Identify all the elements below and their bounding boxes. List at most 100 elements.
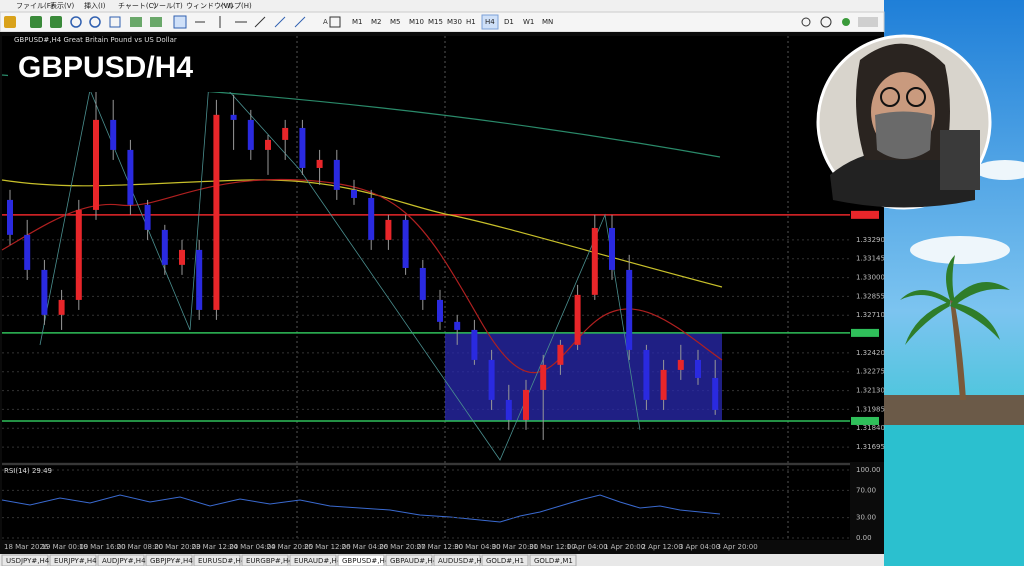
- tab-label[interactable]: AUDJPY#,H4: [102, 557, 146, 565]
- zigzag: [39, 69, 641, 461]
- candle-body: [557, 344, 564, 365]
- candle-body: [402, 219, 409, 268]
- timeframe-button[interactable]: M5: [390, 18, 401, 26]
- time-label: 1 Apr 04:00: [567, 543, 608, 551]
- tab[interactable]: [481, 554, 529, 566]
- tab-label[interactable]: AUDUSD#,H4: [438, 557, 487, 565]
- timeframe-button[interactable]: M1: [352, 18, 363, 26]
- time-label: 3 Apr 04:00: [679, 543, 720, 551]
- menu-item[interactable]: ツール(T): [152, 2, 183, 10]
- tab-label[interactable]: GBPUSD#,H4: [342, 557, 390, 565]
- tab[interactable]: [433, 554, 481, 566]
- toolbar-icons: A: [4, 15, 878, 29]
- tab-label[interactable]: EURJPY#,H4: [54, 557, 97, 565]
- active-tab[interactable]: [337, 554, 385, 566]
- candle-body: [505, 399, 512, 420]
- price-tick-label: 1.32855: [856, 292, 885, 300]
- timeframe-button[interactable]: M2: [371, 18, 382, 26]
- overlay-box: [8, 44, 258, 92]
- tab-label[interactable]: GBPJPY#,H4: [150, 557, 193, 565]
- candle-body: [574, 294, 581, 345]
- price-tick-label: 1.31985: [856, 405, 885, 413]
- menu-item[interactable]: 表示(V): [50, 1, 75, 10]
- timeframe-button[interactable]: M30: [447, 18, 462, 26]
- timeframe-button[interactable]: D1: [504, 18, 514, 26]
- rsi-tick-label: 100.00: [856, 466, 881, 474]
- tab[interactable]: [97, 554, 145, 566]
- candle-body: [695, 359, 701, 378]
- candle-body: [488, 359, 495, 400]
- tab[interactable]: [529, 554, 577, 566]
- tab-label[interactable]: USDJPY#,H4: [6, 557, 50, 565]
- tab-label[interactable]: EURGBP#,H4: [246, 557, 293, 565]
- sea: [884, 425, 1024, 566]
- rsi-label: RSI(14) 29.49: [4, 467, 52, 475]
- tab[interactable]: [385, 554, 433, 566]
- time-label: 27 Mar 12:00: [417, 543, 464, 551]
- timeframes: M1 M2 M5 M10 M15 M30 H1 H4 D1 W1 MN: [352, 14, 553, 30]
- menu-item[interactable]: ファイル(F): [16, 2, 54, 10]
- time-label: 20 Mar 08:00: [117, 543, 164, 551]
- vertical-separators: [296, 36, 789, 540]
- tab[interactable]: [49, 554, 97, 566]
- tab-label[interactable]: GOLD#,H1: [486, 557, 524, 565]
- candle-body: [75, 209, 82, 300]
- time-label: 31 Mar 12:00: [529, 543, 576, 551]
- candle-body: [213, 114, 220, 310]
- price-tick-label: 1.32420: [856, 349, 885, 357]
- timeframe-button[interactable]: W1: [523, 18, 534, 26]
- candle-body: [196, 249, 203, 310]
- svg-text:A: A: [323, 18, 328, 26]
- menu: ファイル(F)表示(V) 挿入(I) チャート(C)ツール(T) ウィンドウ(W)ヘル…: [16, 1, 252, 10]
- time-label: 24 Mar 04:00: [229, 543, 276, 551]
- timeframe-button[interactable]: H1: [466, 18, 476, 26]
- menu-item[interactable]: ヘルプ(H): [220, 2, 252, 10]
- timeframe-button[interactable]: H4: [485, 18, 495, 26]
- level-marker: [851, 210, 879, 219]
- tab[interactable]: [289, 554, 337, 566]
- tab[interactable]: [193, 554, 241, 566]
- tab-label[interactable]: GOLD#,M1: [534, 557, 573, 565]
- timeframe-button[interactable]: M10: [409, 18, 424, 26]
- tab[interactable]: [145, 554, 193, 566]
- menu-item[interactable]: チャート(C): [118, 2, 157, 10]
- candle-body: [540, 364, 547, 390]
- candle-body: [316, 159, 323, 168]
- tab[interactable]: [241, 554, 289, 566]
- menu-item[interactable]: ウィンドウ(W): [186, 2, 234, 10]
- price-tick-label: 1.32275: [856, 368, 885, 376]
- candle-body: [41, 269, 48, 315]
- time-label: 26 Mar 04:00: [342, 543, 389, 551]
- timeframe-button[interactable]: M15: [428, 18, 443, 26]
- time-label: 26 Mar 20:00: [379, 543, 426, 551]
- tab-label[interactable]: EURAUD#,H4: [294, 557, 342, 565]
- candle-body: [419, 267, 426, 300]
- candle-body: [127, 149, 134, 205]
- candle-body: [523, 389, 529, 420]
- rsi-pane: [2, 466, 850, 540]
- price-tick-label: 1.33290: [856, 236, 885, 244]
- time-label: 18 Mar 2026: [4, 543, 49, 551]
- candle-body: [161, 229, 168, 265]
- candle-body: [368, 197, 375, 240]
- tab-label[interactable]: EURUSD#,H4: [198, 557, 246, 565]
- rsi-line: [1, 494, 721, 523]
- candle-body: [351, 189, 357, 198]
- tab-label[interactable]: GBPAUD#,H4: [390, 557, 438, 565]
- tab[interactable]: [1, 554, 49, 566]
- candle-body: [609, 227, 615, 270]
- candle-body: [24, 234, 31, 270]
- price-tick-label: 1.33145: [856, 255, 885, 263]
- timeframe-button[interactable]: MN: [542, 18, 553, 26]
- level-marker: [851, 416, 879, 425]
- candle-body: [7, 199, 13, 235]
- overlay-label: GBPUSD/H4: [18, 51, 193, 84]
- candle-body: [677, 359, 684, 370]
- candle-body: [454, 321, 461, 330]
- cloud: [975, 160, 1024, 180]
- price-tick-label: 1.32710: [856, 311, 885, 319]
- time-label: 19 Mar 16:00: [79, 543, 126, 551]
- price-tick-label: 1.32130: [856, 387, 885, 395]
- menu-item[interactable]: 挿入(I): [84, 1, 106, 10]
